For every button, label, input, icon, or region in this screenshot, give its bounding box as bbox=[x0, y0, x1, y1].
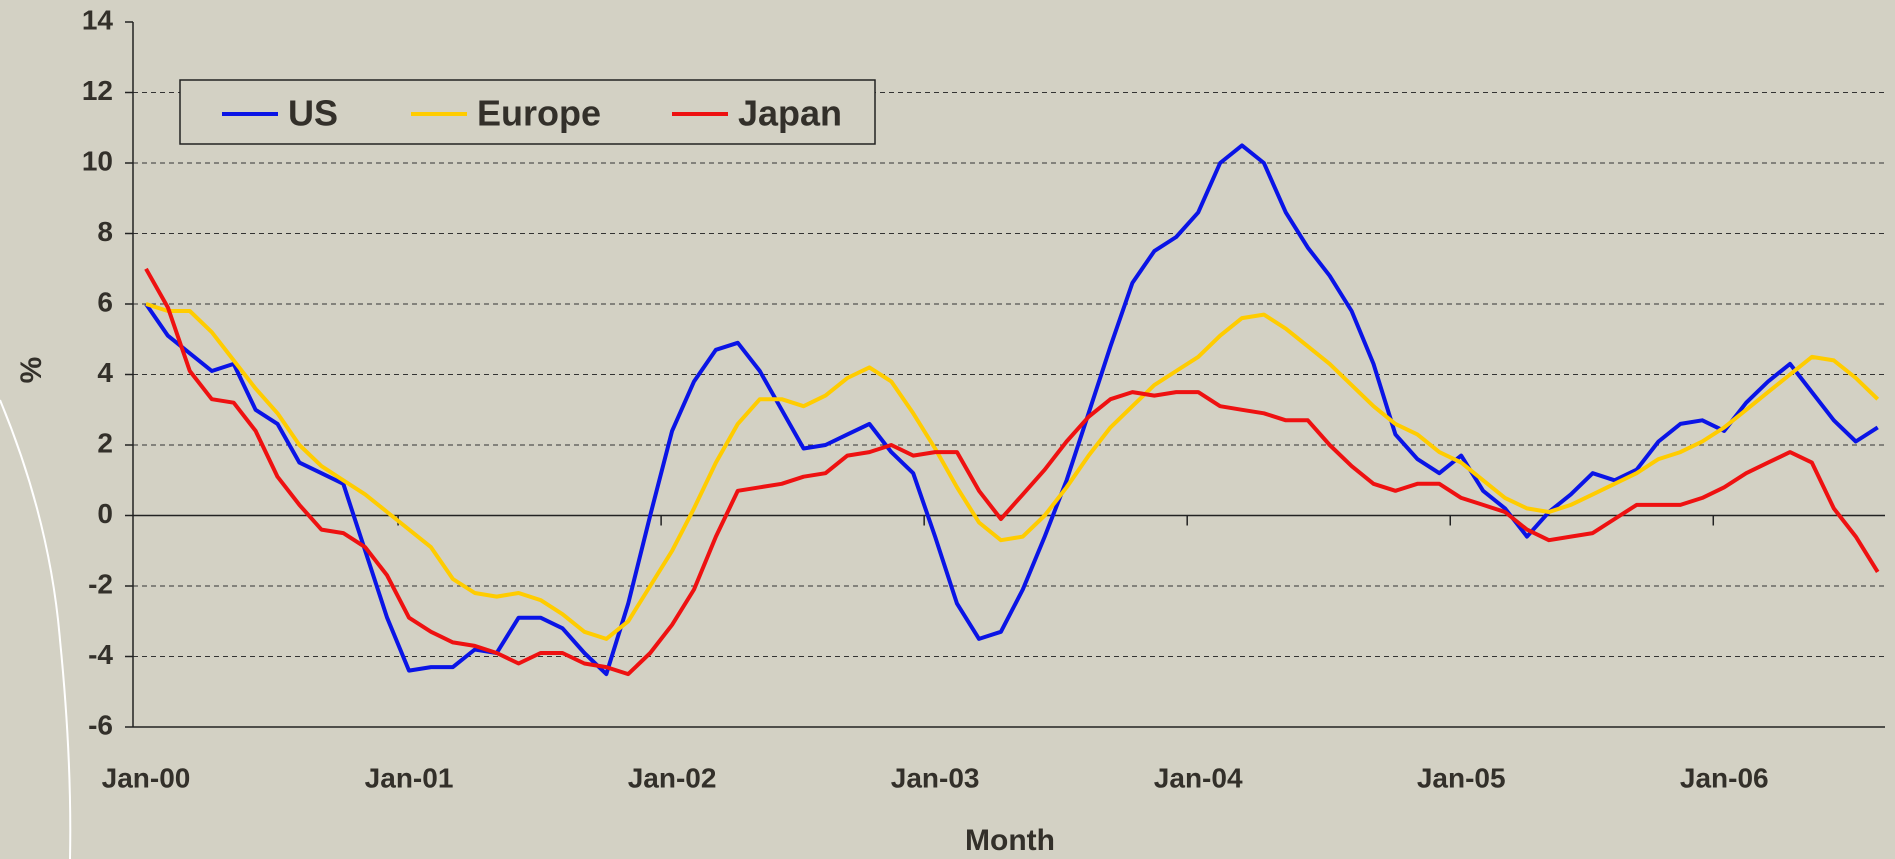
y-tick-label: 12 bbox=[82, 75, 113, 106]
y-tick-label: 0 bbox=[97, 498, 113, 529]
series-line bbox=[145, 302, 1880, 641]
y-tick-label: 6 bbox=[97, 286, 113, 317]
y-tick-label: -4 bbox=[88, 639, 113, 670]
x-tick-label: Jan-04 bbox=[1154, 762, 1243, 793]
x-tick-label: Jan-00 bbox=[102, 762, 191, 793]
series-line bbox=[144, 143, 1879, 677]
x-tick-label: Jan-06 bbox=[1680, 762, 1769, 793]
y-tick-label: 8 bbox=[97, 216, 113, 247]
x-axis-label: Month bbox=[965, 824, 1055, 857]
legend-box bbox=[179, 79, 876, 145]
decoration bbox=[0, 399, 72, 859]
legend-label: Japan bbox=[738, 93, 842, 134]
y-tick-label: -6 bbox=[88, 709, 113, 740]
y-tick-label: 10 bbox=[82, 145, 113, 176]
x-tick-label: Jan-02 bbox=[628, 762, 717, 793]
legend-label: Europe bbox=[477, 93, 601, 134]
legend-label: US bbox=[288, 93, 338, 134]
x-tick-label: Jan-05 bbox=[1417, 762, 1506, 793]
x-tick-label: Jan-01 bbox=[365, 762, 454, 793]
y-tick-label: 14 bbox=[82, 4, 114, 35]
y-tick-label: 4 bbox=[97, 357, 113, 388]
x-tick-label: Jan-03 bbox=[891, 762, 980, 793]
y-tick-label: 2 bbox=[97, 427, 113, 458]
series-line bbox=[144, 267, 1880, 677]
y-tick-label: -2 bbox=[88, 568, 113, 599]
y-axis-label: % bbox=[15, 357, 48, 384]
